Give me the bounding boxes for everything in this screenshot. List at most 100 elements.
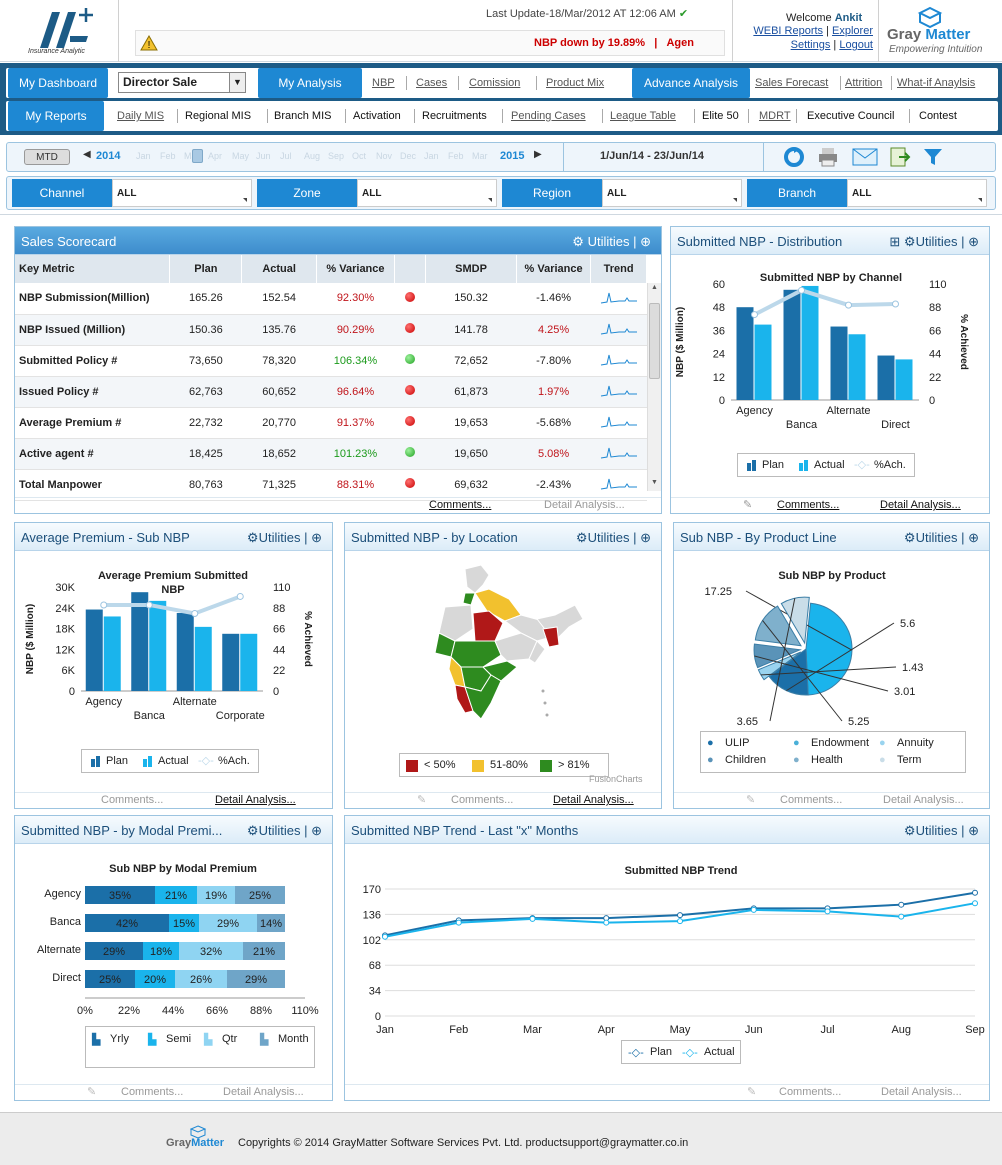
settings-link[interactable]: Settings (790, 39, 831, 51)
trend-point[interactable] (382, 933, 388, 940)
stacked-segment-qtr[interactable] (197, 886, 235, 904)
utilities-menu[interactable]: ⚙ Utilities | ⊕ (572, 234, 651, 249)
trend-point[interactable] (603, 919, 610, 926)
month-label[interactable]: Apr (208, 151, 223, 161)
bar-actual[interactable] (149, 600, 167, 691)
comments-link[interactable]: Comments... (121, 1086, 184, 1098)
dashboard-select[interactable]: Director Sale ▼ (118, 72, 246, 93)
bar-plan[interactable] (830, 326, 848, 400)
achievement-point[interactable] (892, 300, 899, 308)
trend-point[interactable] (972, 889, 978, 896)
table-row[interactable]: Submitted Policy #73,650 78,320 106.34% 72,… (15, 345, 647, 377)
achievement-point[interactable] (845, 301, 852, 309)
trend-point[interactable] (898, 901, 905, 908)
table-row[interactable]: Average Premium #22,732 20,770 91.37% 19,65… (15, 407, 647, 439)
bar-plan[interactable] (222, 633, 240, 691)
report-link-recruitments[interactable]: Recruitments (422, 110, 487, 122)
report-link-contest[interactable]: Contest (919, 110, 957, 122)
stacked-segment-yrly[interactable] (85, 914, 169, 932)
report-link-executive-council[interactable]: Executive Council (807, 110, 895, 122)
detail-analysis-link[interactable]: Detail Analysis... (553, 794, 634, 806)
trend-point[interactable] (898, 913, 905, 920)
my-dashboard-button[interactable]: My Dashboard (8, 68, 108, 98)
detail-analysis-link[interactable]: Detail Analysis... (883, 794, 964, 806)
logout-link[interactable]: Logout (839, 39, 873, 51)
month-label[interactable]: Sep (328, 151, 345, 161)
stacked-segment-qtr[interactable] (179, 942, 243, 960)
month-label[interactable]: Aug (304, 151, 321, 161)
comission-link[interactable]: Comission (469, 77, 521, 89)
bar-actual[interactable] (240, 633, 258, 691)
report-link-elite-50[interactable]: Elite 50 (702, 110, 739, 122)
table-row[interactable]: NBP Submission(Million) 165.26 152.54 92.30… (15, 283, 647, 315)
table-row[interactable]: Active agent #18,425 18,652 101.23% 19,650 5… (15, 438, 647, 470)
report-link-regional-mis[interactable]: Regional MIS (185, 110, 252, 122)
refresh-icon[interactable] (783, 146, 805, 168)
report-link-daily-mis[interactable]: Daily MIS (117, 110, 165, 122)
stacked-segment-yrly[interactable] (85, 970, 135, 988)
region-filter-select[interactable]: ALL (602, 179, 742, 207)
stacked-segment-month[interactable] (243, 942, 285, 960)
bar-actual[interactable] (895, 359, 913, 400)
utilities-menu[interactable]: ⚙Utilities | ⊕ (903, 530, 979, 545)
bar-plan[interactable] (176, 613, 194, 691)
trend-point[interactable] (677, 918, 683, 925)
bar-actual[interactable] (801, 285, 819, 400)
stacked-segment-month[interactable] (227, 970, 285, 988)
email-icon[interactable] (852, 148, 878, 166)
stacked-segment-semi[interactable] (143, 942, 179, 960)
month-label[interactable]: Jan (424, 151, 439, 161)
month-label[interactable]: Jan (136, 151, 151, 161)
nbp-link[interactable]: NBP (372, 77, 395, 89)
bar-actual[interactable] (754, 324, 772, 400)
month-label[interactable]: Feb (160, 151, 176, 161)
report-link-mdrt[interactable]: MDRT (759, 110, 791, 122)
report-link-activation[interactable]: Activation (353, 110, 401, 122)
sales-forecast-link[interactable]: Sales Forecast (755, 77, 829, 89)
comments-link[interactable]: Comments... (451, 794, 514, 806)
utilities-menu[interactable]: ⚙Utilities | ⊕ (246, 530, 322, 545)
cases-link[interactable]: Cases (416, 77, 448, 89)
advance-analysis-button[interactable]: Advance Analysis (632, 68, 750, 98)
my-analysis-button[interactable]: My Analysis (258, 68, 362, 98)
filter-icon[interactable] (922, 146, 944, 168)
mtd-toggle[interactable]: MTD (24, 149, 70, 165)
stacked-segment-month[interactable] (235, 886, 285, 904)
comments-link[interactable]: Comments... (101, 794, 164, 806)
achievement-point[interactable] (798, 286, 805, 294)
trend-point[interactable] (750, 906, 757, 913)
chevron-left-icon[interactable]: ◀ (83, 149, 91, 160)
table-row[interactable]: Issued Policy #62,763 60,652 96.64% 61,873 1… (15, 376, 647, 408)
achievement-point[interactable] (191, 609, 199, 617)
table-row[interactable]: NBP Issued (Million) 150.36 135.76 90.29% 14… (15, 314, 647, 346)
trend-point[interactable] (677, 912, 683, 919)
india-map[interactable] (425, 563, 585, 733)
achievement-point[interactable] (145, 601, 153, 609)
month-label[interactable]: Feb (448, 151, 464, 161)
zone-filter-select[interactable]: ALL (357, 179, 497, 207)
stacked-segment-semi[interactable] (135, 970, 175, 988)
report-link-pending-cases[interactable]: Pending Cases (511, 110, 586, 122)
report-link-branch-mis[interactable]: Branch MIS (274, 110, 332, 122)
comments-link[interactable]: Comments... (780, 794, 843, 806)
month-slider-handle[interactable] (192, 149, 203, 163)
bar-plan[interactable] (783, 289, 801, 400)
achievement-point[interactable] (100, 601, 108, 609)
export-icon[interactable] (889, 146, 911, 168)
branch-filter-select[interactable]: ALL (847, 179, 987, 207)
month-label[interactable]: Jun (256, 151, 271, 161)
comments-link[interactable]: Comments... (779, 1086, 842, 1098)
pie-slice-ulip[interactable] (805, 602, 853, 696)
product-mix-link[interactable]: Product Mix (546, 77, 605, 89)
stacked-segment-month[interactable] (257, 914, 285, 932)
trend-point[interactable] (455, 919, 462, 926)
explorer-link[interactable]: Explorer (832, 25, 873, 37)
webi-reports-link[interactable]: WEBI Reports (753, 25, 824, 37)
achievement-point[interactable] (236, 592, 244, 600)
utilities-menu[interactable]: ⚙Utilities | ⊕ (575, 530, 651, 545)
attrition-link[interactable]: Attrition (845, 77, 883, 89)
bar-plan[interactable] (131, 592, 149, 691)
comments-link[interactable]: Comments... (777, 499, 840, 511)
detail-analysis-link[interactable]: Detail Analysis... (223, 1086, 304, 1098)
channel-filter-select[interactable]: ALL (112, 179, 252, 207)
